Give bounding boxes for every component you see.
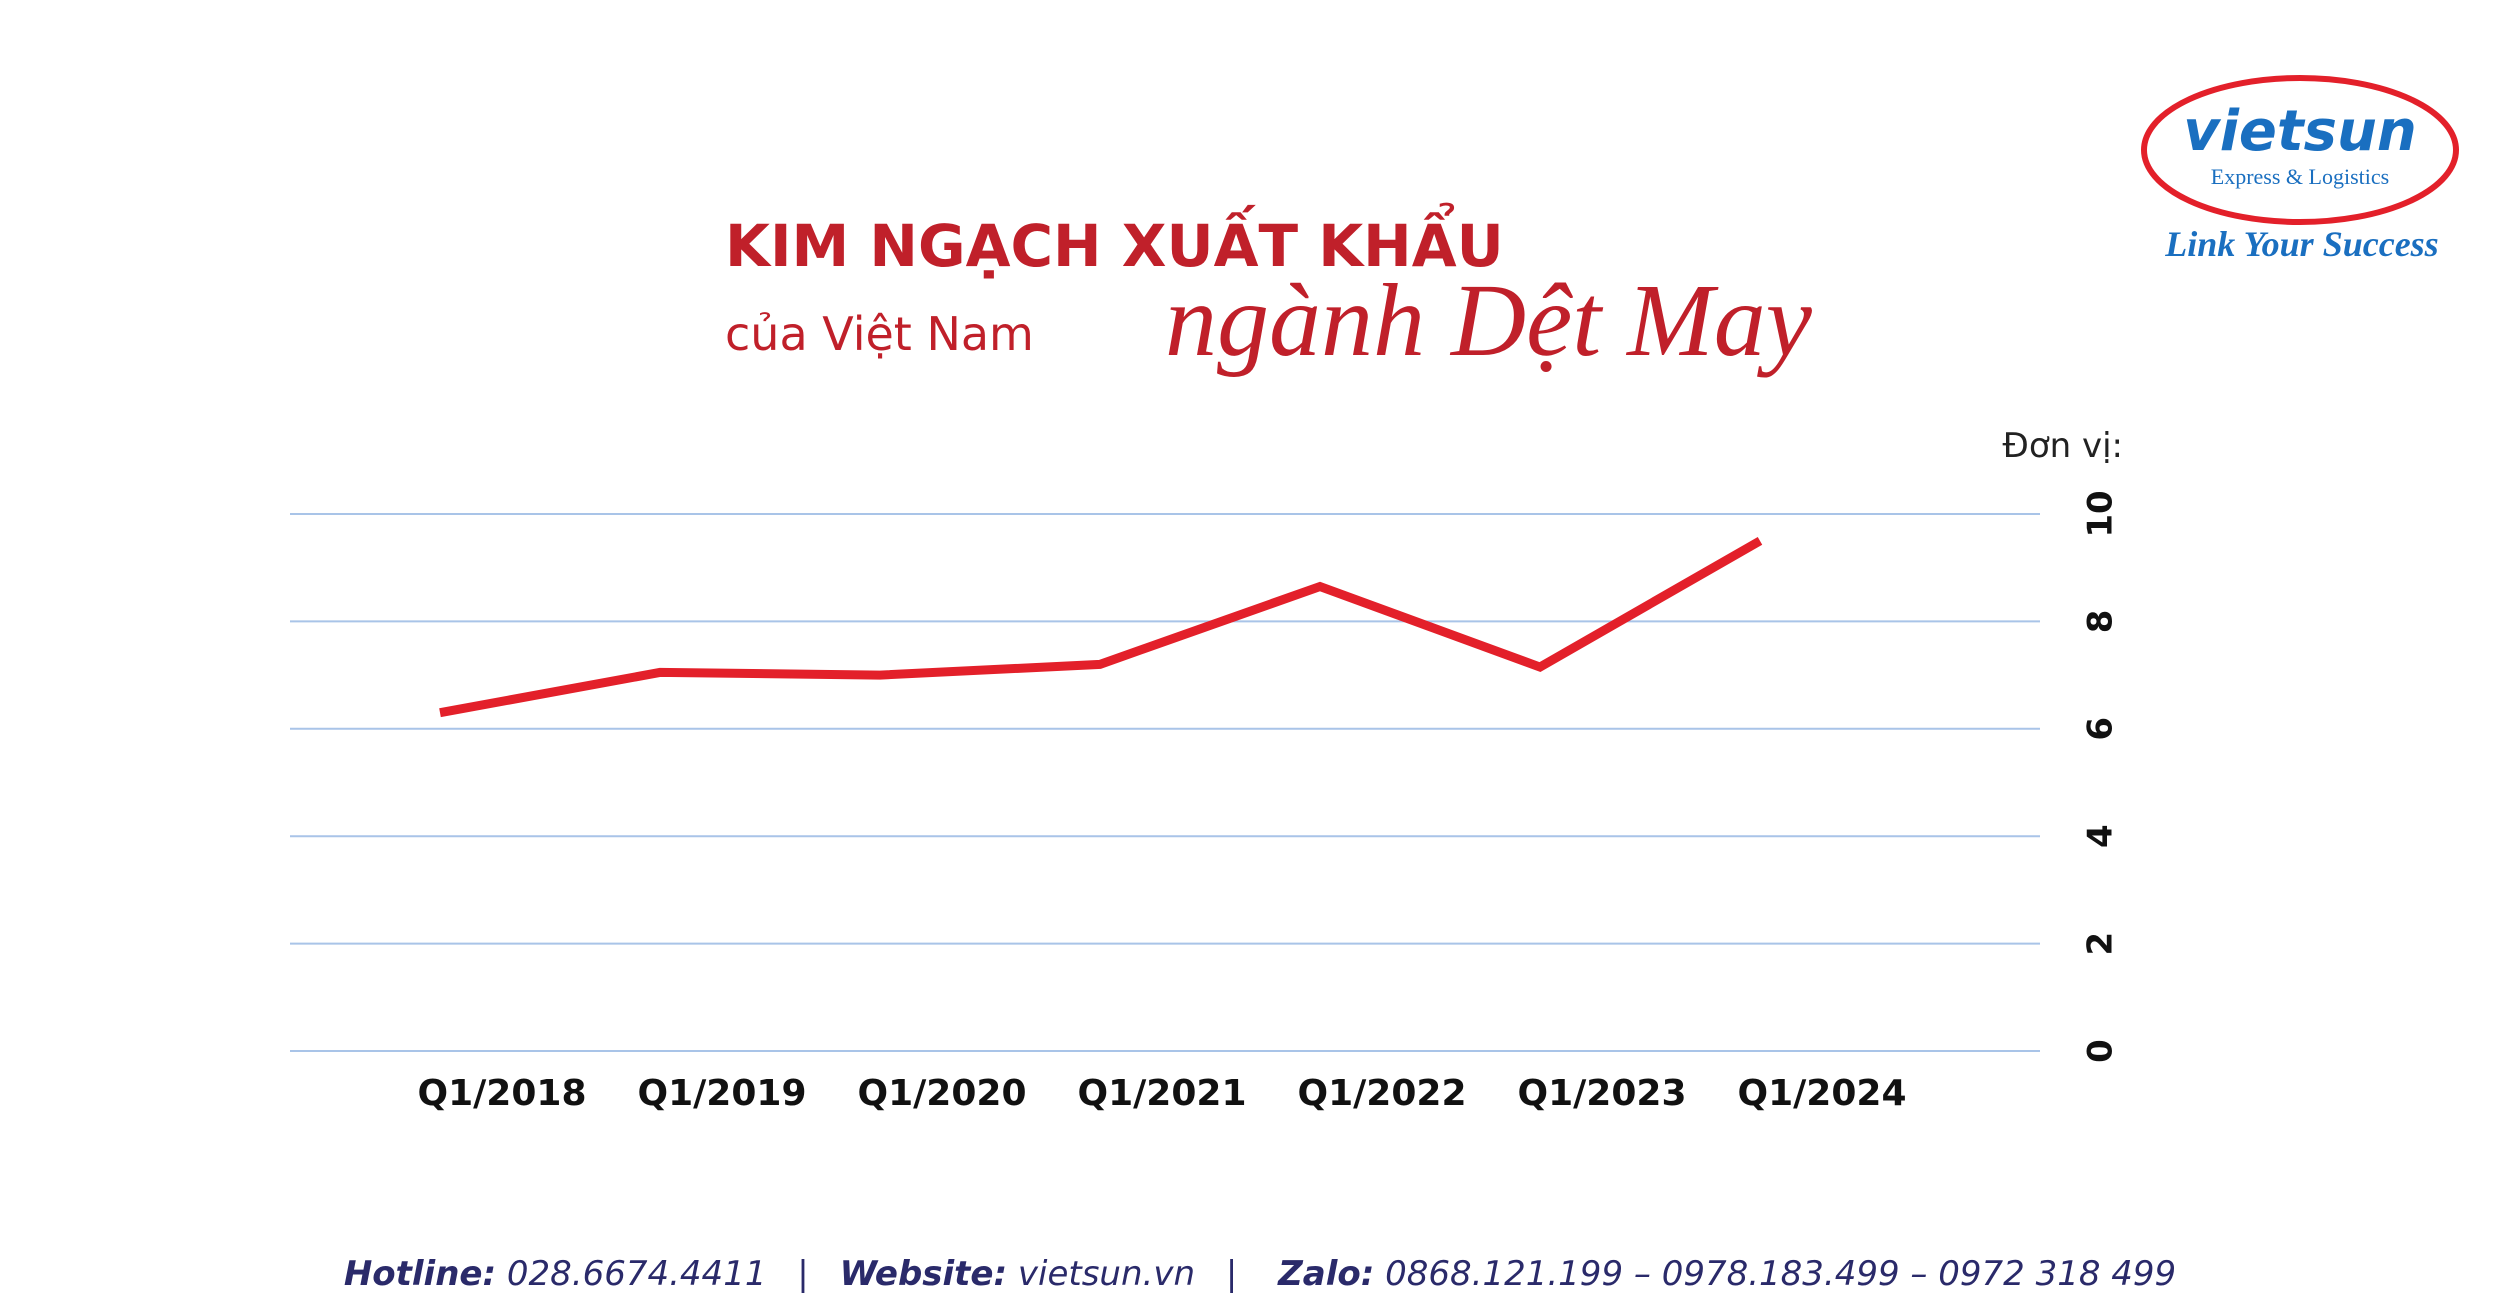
logo-tagline: Express & Logistics <box>2211 164 2389 189</box>
line <box>439 536 1763 718</box>
logo-ellipse <box>2141 75 2459 225</box>
y-tick-label: 10 <box>2081 490 2121 537</box>
logo: vietsun Express & Logistics Link Your Su… <box>2141 75 2459 264</box>
x-tick-label: Q1/2019 <box>638 1073 807 1114</box>
y-tick-label: 2 <box>2081 932 2121 956</box>
chart-subtitle: của Việt Nam <box>725 307 1034 361</box>
footer-label: Website: <box>840 1254 1008 1294</box>
y-axis-label: Đơn vị: <box>2002 426 2123 466</box>
footer: Hotline: 028.6674.4411 | Website: vietsu… <box>344 1254 2176 1294</box>
x-tick-label: Q1/2022 <box>1298 1073 1467 1114</box>
y-tick-label: 4 <box>2081 824 2121 848</box>
x-tick-label: Q1/2023 <box>1518 1073 1687 1114</box>
x-tick-label: Q1/2021 <box>1078 1073 1247 1114</box>
footer-separator: | <box>1226 1254 1237 1294</box>
footer-label: Hotline: <box>344 1254 496 1294</box>
y-tick-label: 8 <box>2081 610 2121 634</box>
plot: 0 2 4 6 8 10 Q1/2018 Q1/2019 Q1/2020 Q1/2021 Q1/20… <box>290 490 2121 1114</box>
footer-website: vietsun.vn <box>1018 1254 1195 1294</box>
logo-slogan: Link Your Success <box>2164 224 2438 264</box>
logo-brand: vietsun <box>2183 99 2417 164</box>
footer-hotline: 028.6674.4411 <box>507 1254 767 1294</box>
footer-zalo: 0868.121.199 – 0978.183.499 – 0972 318 4… <box>1385 1254 2176 1294</box>
y-tick-label: 0 <box>2081 1039 2121 1063</box>
chart-subtitle-script: ngành Dệt May <box>1165 263 1813 378</box>
footer-separator: | <box>797 1254 808 1294</box>
x-tick-label: Q1/2018 <box>418 1073 587 1114</box>
y-tick-label: 6 <box>2081 717 2121 741</box>
chart-title: KIM NGẠCH XUẤT KHẨU <box>725 201 1504 280</box>
x-tick-label: Q1/2024 <box>1738 1073 1907 1114</box>
x-tick-label: Q1/2020 <box>858 1073 1027 1114</box>
footer-label: Zalo: <box>1277 1254 1374 1294</box>
